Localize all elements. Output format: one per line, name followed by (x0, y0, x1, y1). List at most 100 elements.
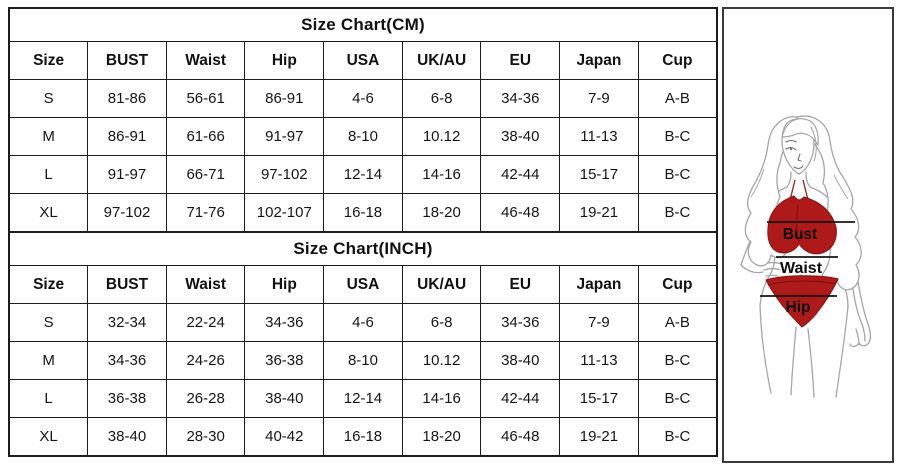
table-row: L 91-97 66-71 97-102 12-14 14-16 42-44 1… (8, 155, 718, 194)
cell-usa: 4-6 (323, 79, 403, 118)
cell-cup: B-C (637, 341, 718, 380)
cell-uk-au: 18-20 (401, 193, 482, 233)
table-title-row: Size Chart(CM) (8, 7, 718, 42)
cell-size: S (8, 303, 89, 342)
cell-eu: 34-36 (480, 79, 561, 118)
table-row: M 34-36 24-26 36-38 8-10 10.12 38-40 11-… (8, 341, 718, 380)
cell-size: M (8, 117, 89, 156)
cell-hip: 36-38 (244, 341, 325, 380)
cell-size: XL (8, 193, 89, 233)
cell-waist: 61-66 (165, 117, 246, 156)
cell-waist: 24-26 (165, 341, 246, 380)
cell-uk-au: 18-20 (401, 417, 482, 457)
cell-usa: 12-14 (323, 379, 403, 418)
bikini-bottom (765, 275, 839, 328)
cell-eu: 42-44 (480, 379, 561, 418)
column-header-japan: Japan (559, 265, 639, 304)
cell-uk-au: 6-8 (401, 79, 482, 118)
figure-hair (744, 115, 862, 291)
cell-hip: 34-36 (244, 303, 325, 342)
cell-cup: A-B (637, 79, 718, 118)
cell-hip: 97-102 (244, 155, 325, 194)
cell-uk-au: 14-16 (401, 155, 482, 194)
cell-eu: 38-40 (480, 341, 561, 380)
size-table-inch: Size Chart(INCH) Size BUST Waist Hip USA… (8, 231, 718, 457)
cell-usa: 4-6 (323, 303, 403, 342)
table-header-row: Size BUST Waist Hip USA UK/AU EU Japan C… (8, 265, 718, 304)
cell-japan: 19-21 (559, 193, 639, 233)
table-header-row: Size BUST Waist Hip USA UK/AU EU Japan C… (8, 41, 718, 80)
measurement-figure-illustration: Bust Waist Hip (740, 115, 872, 398)
cell-size: XL (8, 417, 89, 457)
cell-hip: 91-97 (244, 117, 325, 156)
column-header-eu: EU (480, 265, 561, 304)
cell-cup: B-C (637, 417, 718, 457)
cell-usa: 12-14 (323, 155, 403, 194)
cell-usa: 16-18 (323, 417, 403, 457)
table-title-row: Size Chart(INCH) (8, 231, 718, 266)
cell-cup: B-C (637, 193, 718, 233)
column-header-uk-au: UK/AU (401, 265, 482, 304)
size-tables: Size Chart(CM) Size BUST Waist Hip USA U… (8, 7, 718, 457)
cell-bust: 34-36 (87, 341, 167, 380)
cell-uk-au: 10.12 (401, 341, 482, 380)
cell-hip: 86-91 (244, 79, 325, 118)
column-header-cup: Cup (637, 265, 718, 304)
cell-size: M (8, 341, 89, 380)
measurement-figure-box: Bust Waist Hip (722, 7, 894, 463)
cell-uk-au: 10.12 (401, 117, 482, 156)
table-row: L 36-38 26-28 38-40 12-14 14-16 42-44 15… (8, 379, 718, 418)
column-header-bust: BUST (87, 265, 167, 304)
cell-usa: 16-18 (323, 193, 403, 233)
cell-eu: 34-36 (480, 303, 561, 342)
cell-japan: 19-21 (559, 417, 639, 457)
table-row: S 32-34 22-24 34-36 4-6 6-8 34-36 7-9 A-… (8, 303, 718, 342)
column-header-eu: EU (480, 41, 561, 80)
cell-usa: 8-10 (323, 117, 403, 156)
cell-hip: 38-40 (244, 379, 325, 418)
cell-bust: 97-102 (87, 193, 167, 233)
cell-waist: 56-61 (165, 79, 246, 118)
column-header-hip: Hip (244, 265, 325, 304)
cell-hip: 40-42 (244, 417, 325, 457)
table-row: S 81-86 56-61 86-91 4-6 6-8 34-36 7-9 A-… (8, 79, 718, 118)
cell-japan: 11-13 (559, 341, 639, 380)
cell-eu: 42-44 (480, 155, 561, 194)
figure-face (781, 118, 819, 175)
table-title-cm: Size Chart(CM) (8, 7, 718, 42)
cell-usa: 8-10 (323, 341, 403, 380)
cell-waist: 66-71 (165, 155, 246, 194)
cell-waist: 22-24 (165, 303, 246, 342)
cell-bust: 86-91 (87, 117, 167, 156)
cell-waist: 28-30 (165, 417, 246, 457)
cell-eu: 38-40 (480, 117, 561, 156)
size-table-cm: Size Chart(CM) Size BUST Waist Hip USA U… (8, 7, 718, 233)
cell-cup: A-B (637, 303, 718, 342)
column-header-japan: Japan (559, 41, 639, 80)
cell-japan: 11-13 (559, 117, 639, 156)
column-header-size: Size (8, 41, 89, 80)
cell-cup: B-C (637, 155, 718, 194)
cell-cup: B-C (637, 117, 718, 156)
cell-japan: 7-9 (559, 79, 639, 118)
measurement-labels: Bust Waist Hip (780, 226, 823, 316)
table-title-inch: Size Chart(INCH) (8, 231, 718, 266)
cell-uk-au: 6-8 (401, 303, 482, 342)
cell-bust: 81-86 (87, 79, 167, 118)
column-header-hip: Hip (244, 41, 325, 80)
cell-japan: 15-17 (559, 155, 639, 194)
cell-size: L (8, 379, 89, 418)
cell-eu: 46-48 (480, 417, 561, 457)
cell-bust: 38-40 (87, 417, 167, 457)
measurement-lines (760, 221, 855, 297)
hip-label: Hip (786, 299, 811, 316)
cell-japan: 15-17 (559, 379, 639, 418)
bust-label: Bust (783, 226, 817, 243)
cell-eu: 46-48 (480, 193, 561, 233)
cell-cup: B-C (637, 379, 718, 418)
waist-label: Waist (780, 260, 823, 277)
column-header-uk-au: UK/AU (401, 41, 482, 80)
table-row: XL 97-102 71-76 102-107 16-18 18-20 46-4… (8, 193, 718, 233)
column-header-usa: USA (323, 41, 403, 80)
